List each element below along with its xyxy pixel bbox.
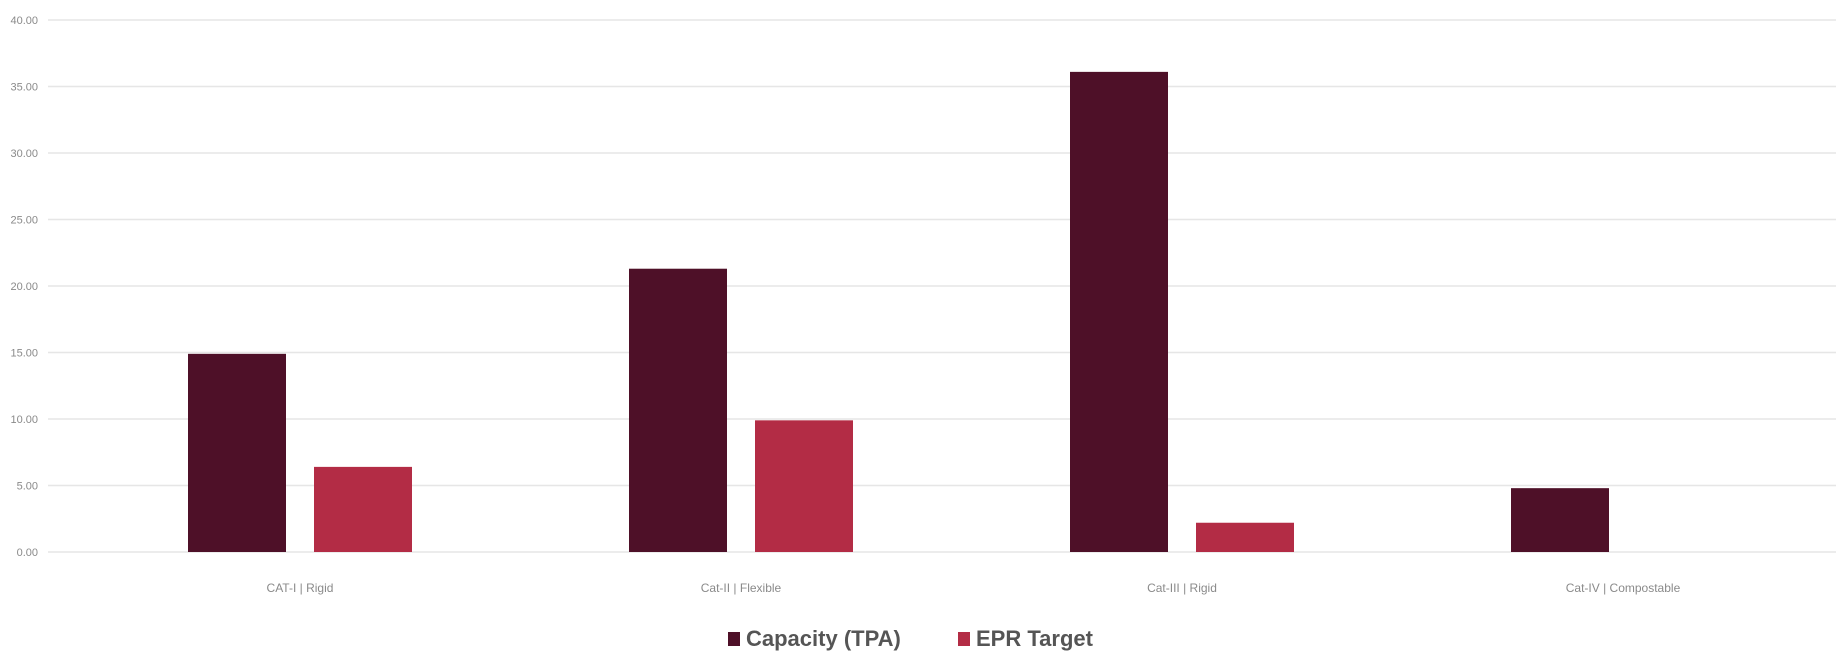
legend-swatch: [958, 632, 970, 646]
legend-label: Capacity (TPA): [746, 626, 901, 651]
x-axis-category-labels: CAT-I | Rigid Cat-II | Flexible Cat-III | …: [267, 581, 1681, 595]
y-tick-label: 20.00: [10, 281, 38, 293]
y-tick-label: 5.00: [17, 481, 38, 493]
bar-capacity: [1511, 488, 1609, 552]
x-category-label: Cat-IV | Compostable: [1566, 581, 1681, 595]
y-tick-label: 40.00: [10, 15, 38, 27]
x-category-label: Cat-III | Rigid: [1147, 581, 1217, 595]
bar-epr-target: [1196, 522, 1294, 552]
y-tick-label: 0.00: [17, 547, 38, 559]
y-tick-label: 10.00: [10, 414, 38, 426]
x-category-label: CAT-I | Rigid: [267, 581, 334, 595]
bar-capacity: [629, 268, 727, 552]
legend-label: EPR Target: [976, 626, 1094, 651]
y-tick-label: 25.00: [10, 215, 38, 227]
y-tick-label: 30.00: [10, 148, 38, 160]
legend-swatch: [728, 632, 740, 646]
bars: [188, 71, 1609, 553]
bar-capacity: [1070, 71, 1168, 553]
x-category-label: Cat-II | Flexible: [701, 581, 782, 595]
legend: Capacity (TPA) EPR Target: [728, 626, 1094, 651]
bar-capacity: [188, 353, 286, 552]
y-tick-label: 35.00: [10, 82, 38, 94]
bar-epr-target: [314, 466, 412, 552]
bar-epr-target: [755, 420, 853, 552]
y-axis-tick-labels: 0.00 5.00 10.00 15.00 20.00 25.00 30.00 35.00 40…: [10, 15, 38, 559]
y-tick-label: 15.00: [10, 348, 38, 360]
